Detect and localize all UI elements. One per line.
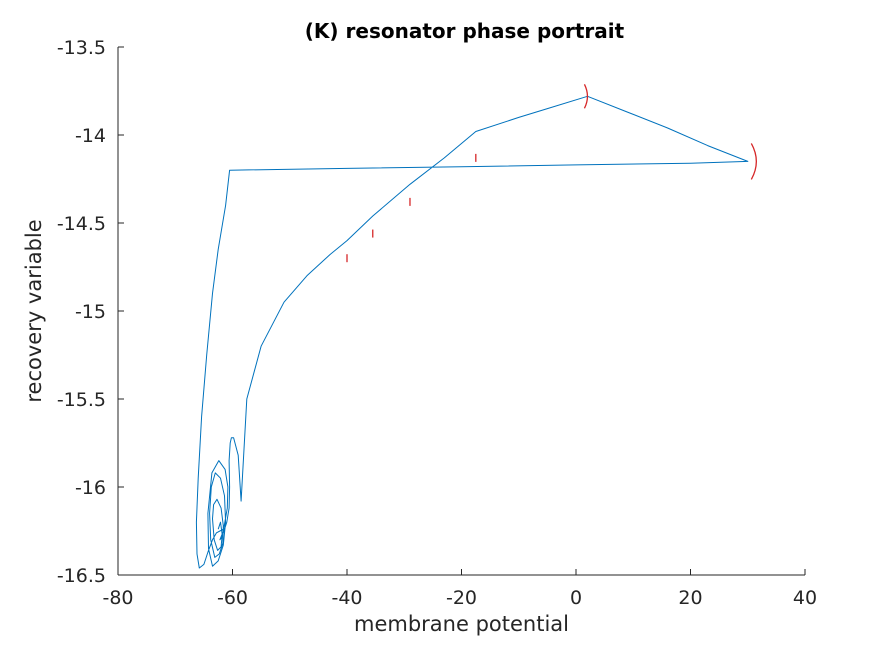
x-tick-label: 40 <box>793 587 817 609</box>
y-tick-label: -16.5 <box>57 565 106 587</box>
x-tick-label: -60 <box>217 587 248 609</box>
y-tick-label: -15.5 <box>57 389 106 411</box>
y-tick-label: -13.5 <box>57 37 106 59</box>
trajectory-line <box>195 95 749 569</box>
chart-title: (K) resonator phase portrait <box>305 19 625 43</box>
y-tick-label: -14.5 <box>57 213 106 235</box>
y-axis-label: recovery variable <box>22 219 46 402</box>
axes: -80 -60 -40 -20 0 20 40 -13.5 -14 -14.5 -15 -15.5 -1… <box>57 37 817 609</box>
x-tick-label: -40 <box>331 587 362 609</box>
x-tick-label: 0 <box>570 587 582 609</box>
x-tick-label: -20 <box>446 587 477 609</box>
y-tick-label: -15 <box>75 301 106 323</box>
x-axis-label: membrane potential <box>354 612 569 636</box>
x-tick-label: -80 <box>102 587 133 609</box>
spike-marker <box>583 83 589 109</box>
y-tick-label: -14 <box>75 125 106 147</box>
plot-area <box>195 83 757 569</box>
spike-marker <box>750 143 757 180</box>
y-tick-label: -16 <box>75 477 106 499</box>
x-tick-label: 20 <box>678 587 702 609</box>
